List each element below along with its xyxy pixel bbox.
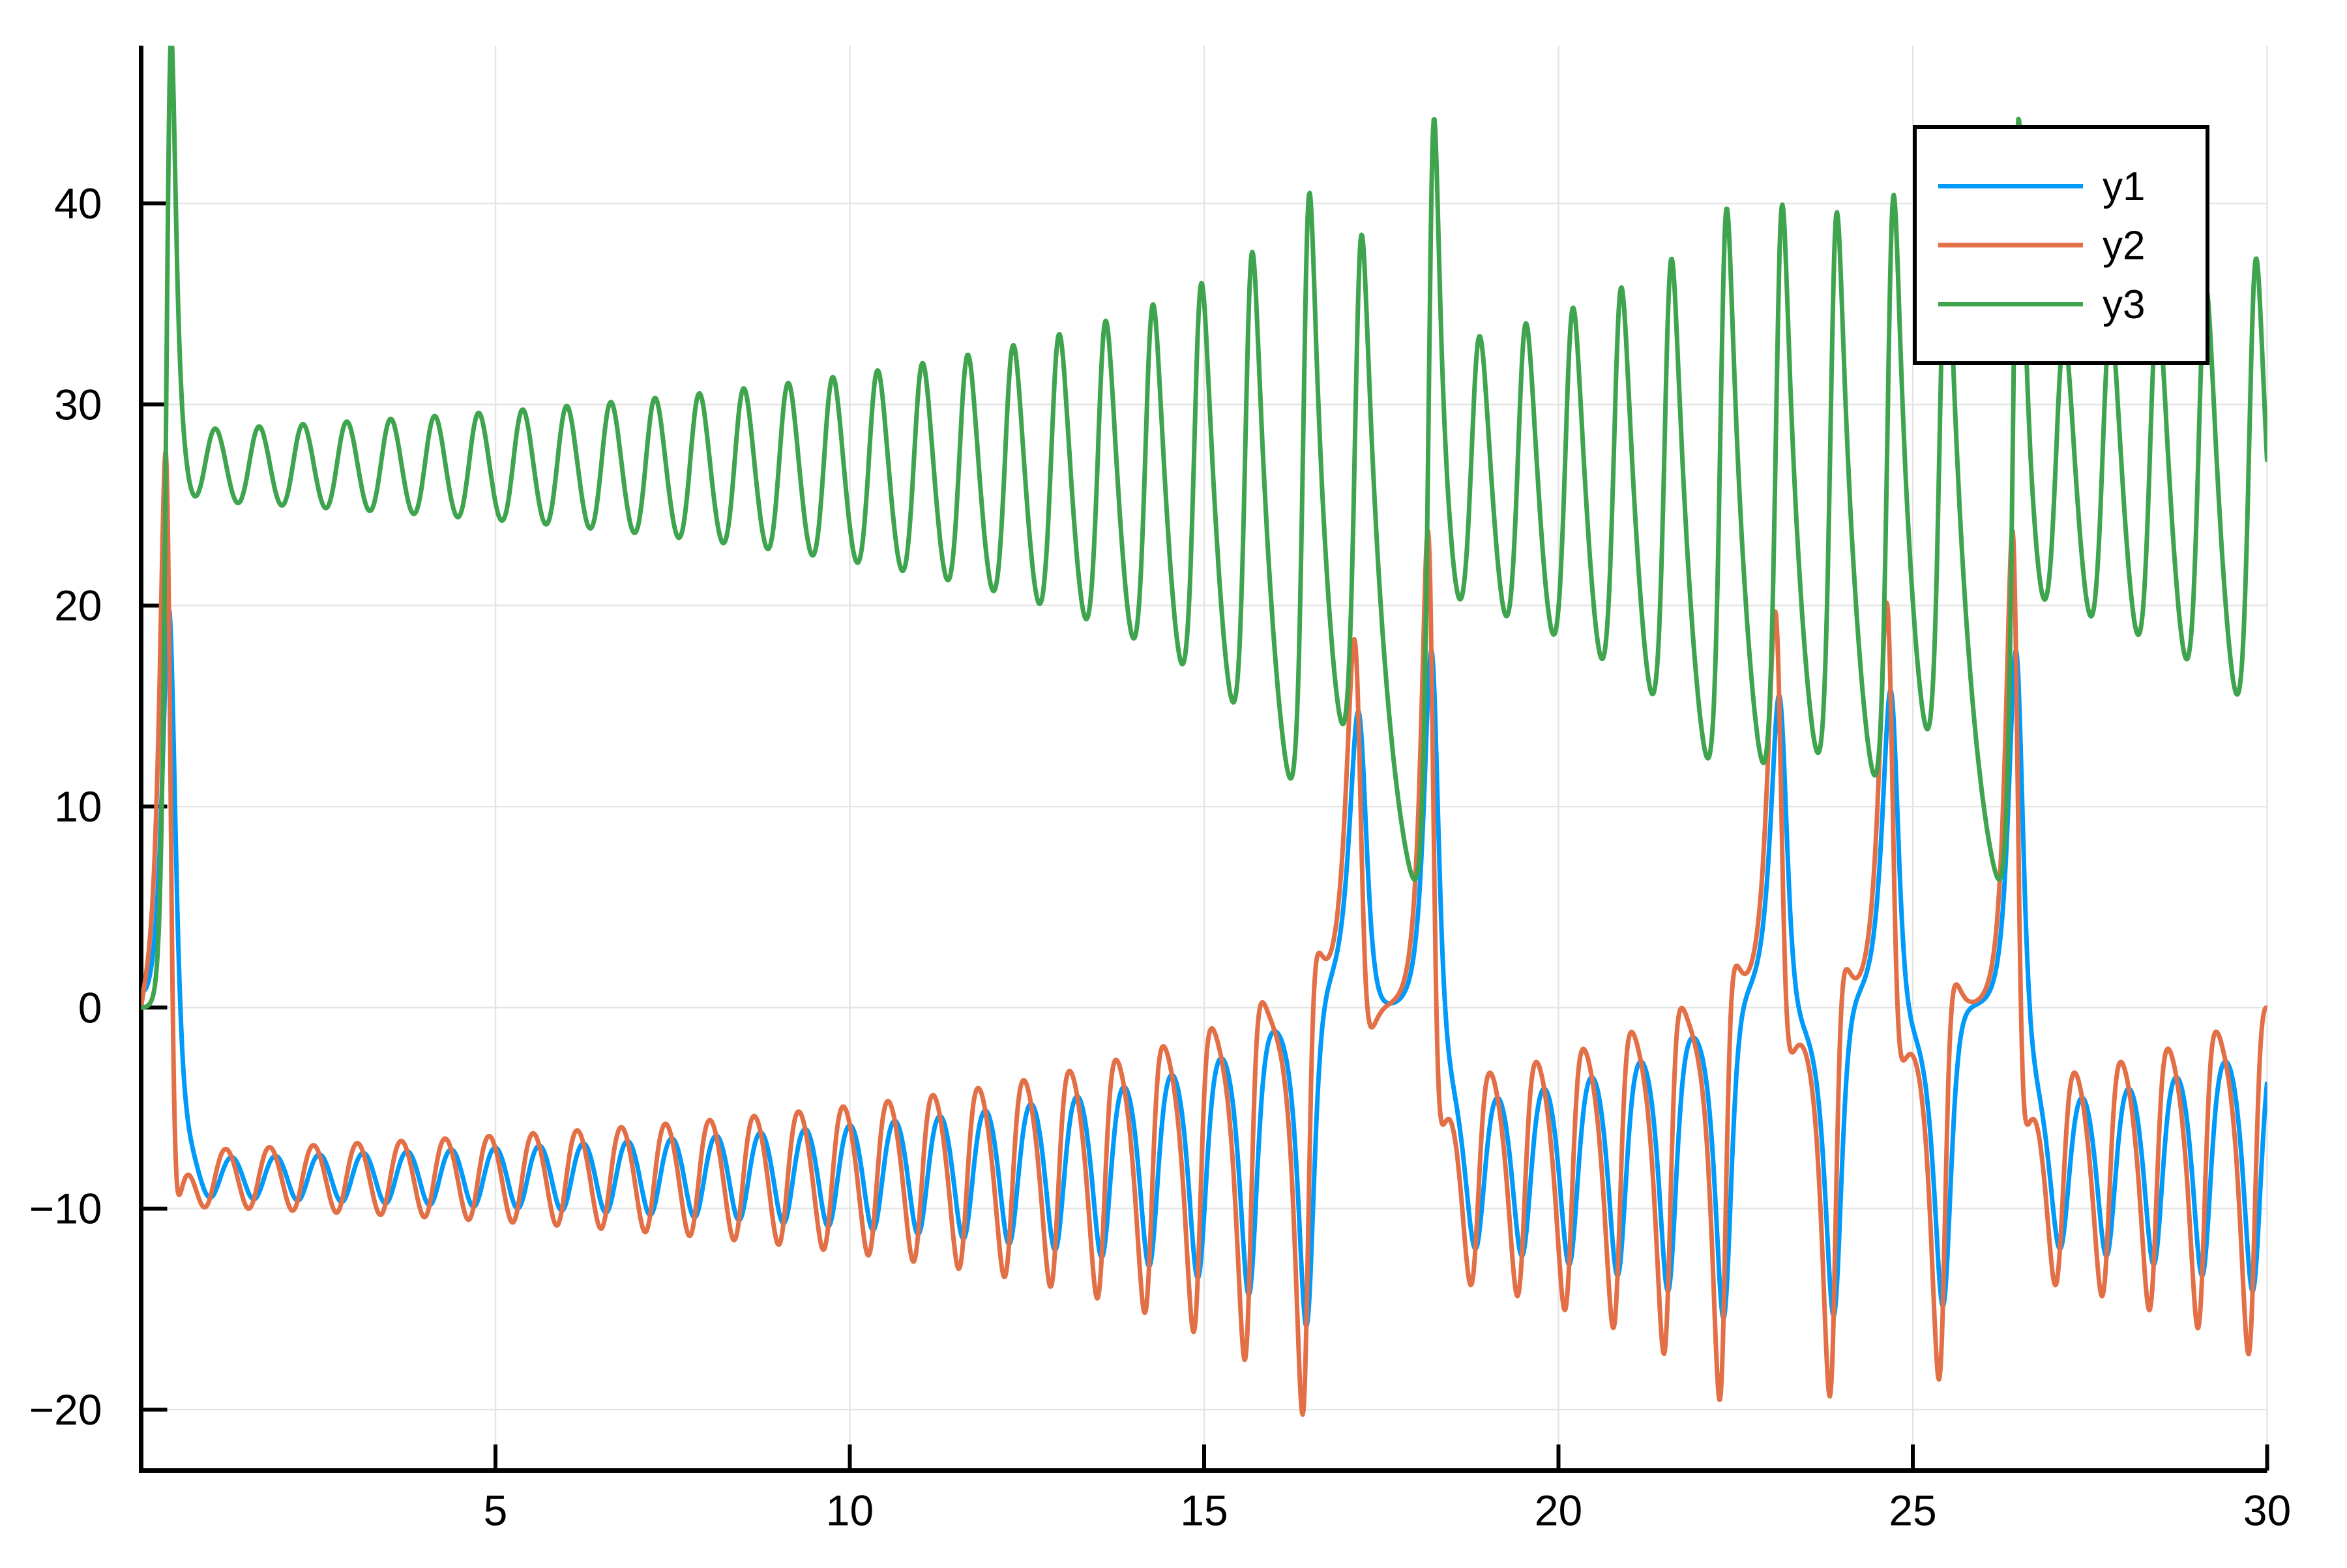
y-tick-label: 0 <box>78 983 102 1031</box>
y-tick-label: 30 <box>54 380 102 428</box>
series-y2-line <box>141 450 2267 1417</box>
x-tick-label: 30 <box>2243 1487 2291 1535</box>
x-tick-label: 20 <box>1535 1487 1582 1535</box>
x-tick-label: 25 <box>1889 1487 1936 1535</box>
legend-entry-y1: y1 <box>1938 164 2145 209</box>
legend-label-y2: y2 <box>2103 224 2145 269</box>
y-tick-label: 40 <box>54 179 102 228</box>
series-y3-line <box>141 46 2267 1010</box>
legend-label-y3: y3 <box>2103 282 2145 327</box>
plot-series <box>141 46 2267 1417</box>
legend: y1 y2 y3 <box>1913 125 2209 365</box>
y-tick-label: 20 <box>54 582 102 630</box>
legend-entry-y2: y2 <box>1938 224 2145 269</box>
y-tick-label: −20 <box>29 1385 102 1434</box>
x-tick-label: 5 <box>484 1487 508 1535</box>
x-tick-label: 10 <box>826 1487 874 1535</box>
y-tick-label: −10 <box>29 1185 102 1233</box>
tick-labels: 5 10 15 20 25 30 −20 −10 0 10 20 30 40 <box>29 179 2292 1534</box>
legend-entry-y3: y3 <box>1938 282 2145 327</box>
x-tick-label: 15 <box>1180 1487 1228 1535</box>
legend-label-y1: y1 <box>2103 164 2145 209</box>
y-tick-label: 10 <box>54 782 102 831</box>
